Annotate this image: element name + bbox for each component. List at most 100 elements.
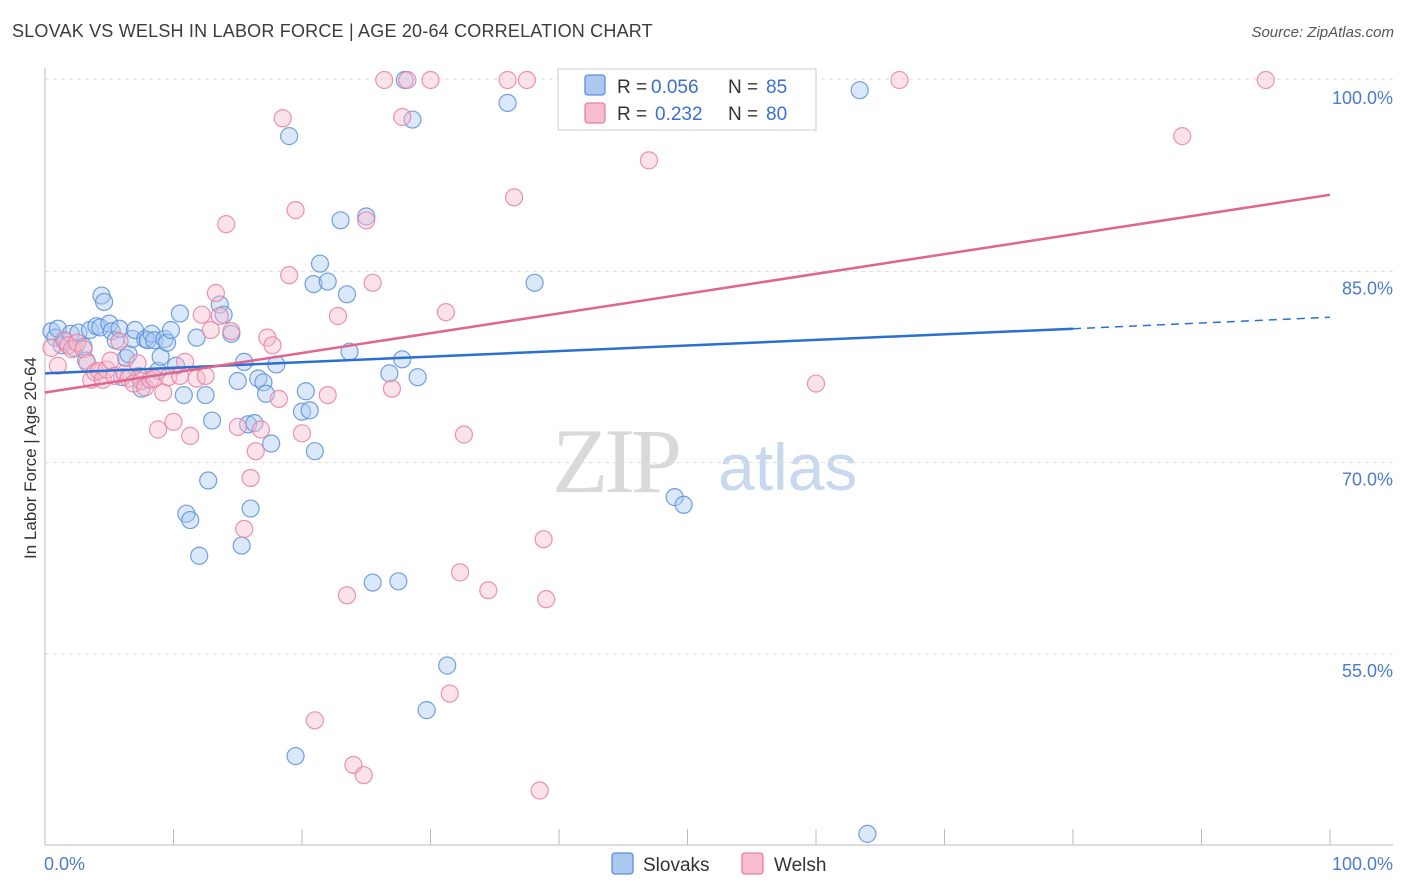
slovaks-point [525,273,544,292]
welsh-point [398,70,417,90]
welsh-point [280,266,299,285]
legend-swatch-welsh [584,102,606,124]
bottom-legend-swatch-welsh [741,852,764,875]
welsh-point [305,711,324,730]
slovaks-point [417,701,436,720]
legend-r-label: R = [617,77,647,98]
welsh-point [357,211,376,230]
legend-n-slovaks: 85 [766,77,787,98]
slovaks-point [232,536,251,555]
welsh-point [164,412,183,431]
welsh-point [228,417,247,437]
welsh-point [1173,127,1192,146]
slovaks-point [357,207,376,226]
y-tick-labels: 55.0% 70.0% 85.0% 100.0% [1332,88,1393,681]
welsh-point [393,107,412,127]
slovaks-point [196,385,215,405]
welsh-point [354,766,373,785]
welsh-point [192,305,211,324]
welsh-point [479,581,498,600]
welsh-point [273,109,292,128]
slovaks-point [280,127,299,146]
welsh-point [363,273,382,292]
slovaks-point [262,434,281,453]
legend-r-welsh: 0.232 [655,104,703,125]
welsh-point [450,563,470,582]
welsh-point [440,684,459,703]
slovaks-point [363,573,382,592]
bottom-legend: Slovaks Welsh [611,852,826,876]
slovaks-point [181,510,200,530]
slovaks-point [190,546,209,565]
welsh-point [74,340,93,359]
y-axis-label: In Labor Force | Age 20-64 [21,357,40,559]
y-tick-label-85: 85.0% [1342,278,1393,298]
welsh-trendline [44,193,1331,394]
legend-swatch-slovaks [584,74,606,96]
welsh-point [48,356,67,375]
slovaks-point [337,285,357,304]
welsh-point [210,306,229,326]
legend-r-slovaks: 0.056 [651,77,699,98]
slovaks-trendline-extension [1072,316,1331,330]
slovaks-point [300,401,319,420]
x-tick-labels: 0.0% 100.0% [44,854,1393,874]
axes [44,68,1393,846]
watermark-atlas: atlas [718,430,857,504]
x-tick-label-max: 100.0% [1332,854,1393,874]
slovaks-point [286,746,305,766]
legend-box: R = 0.056 N = 85 R = 0.232 N = 80 [557,68,817,131]
welsh-point [196,366,215,386]
legend-n-welsh: 80 [766,104,787,125]
welsh-point [436,303,456,322]
legend-r-label-2: R = [617,104,647,125]
slovaks-point [254,373,273,392]
x-tick-label-min: 0.0% [44,854,85,874]
chart-title: SLOVAK VS WELSH IN LABOR FORCE | AGE 20-… [12,21,653,41]
welsh-point [269,389,288,408]
bottom-legend-welsh: Welsh [774,855,826,876]
welsh-point [181,426,200,445]
slovaks-point [408,368,427,387]
slovaks-point [310,254,330,273]
legend-n-label: N = [728,77,758,98]
slovaks-point [389,572,408,591]
welsh-point [201,320,220,340]
slovaks-point [199,471,218,490]
welsh-point [292,424,312,443]
welsh-point [375,70,394,90]
welsh-point [217,215,236,234]
welsh-point [101,351,120,370]
slovaks-point [296,382,315,401]
slovaks-point [228,371,247,391]
y-tick-label-55: 55.0% [1342,661,1393,681]
welsh-point [537,590,556,609]
slovaks-point [380,364,399,383]
bottom-legend-swatch-slovaks [611,852,634,875]
slovaks-point [292,402,312,421]
welsh-point [534,530,553,549]
watermark-zip: ZIP [552,410,679,512]
welsh-point [421,70,440,90]
slovaks-point [170,304,190,323]
series-welsh-points [42,70,1275,800]
slovaks-point [161,320,181,340]
y-tick-label-100: 100.0% [1332,88,1393,108]
slovaks-point [331,211,350,230]
welsh-point [517,70,536,90]
welsh-point [454,425,474,444]
welsh-point [206,283,226,303]
welsh-point [286,201,305,220]
slovaks-point [850,81,869,100]
slovaks-point [674,495,693,514]
slovaks-point [498,93,517,113]
welsh-point [328,306,348,326]
slovaks-point [438,656,457,675]
welsh-point [235,519,254,539]
slovaks-point [304,274,323,294]
slovaks-point [187,328,206,347]
welsh-point [530,781,549,800]
welsh-point [263,336,282,355]
welsh-point [337,586,357,605]
